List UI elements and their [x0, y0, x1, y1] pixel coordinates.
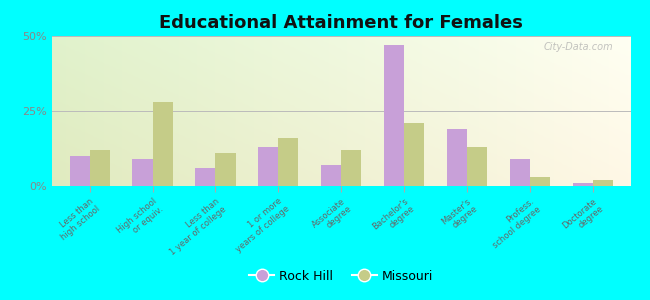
Bar	[404, 123, 424, 186]
Legend: Rock Hill, Missouri: Rock Hill, Missouri	[244, 265, 438, 288]
Bar	[258, 147, 278, 186]
Bar	[70, 156, 90, 186]
Bar	[196, 168, 216, 186]
Bar	[467, 147, 487, 186]
Bar	[133, 159, 153, 186]
Bar	[510, 159, 530, 186]
Bar	[216, 153, 235, 186]
Bar	[321, 165, 341, 186]
Bar	[384, 45, 404, 186]
Bar	[530, 177, 550, 186]
Bar	[278, 138, 298, 186]
Bar	[447, 129, 467, 186]
Bar	[153, 102, 173, 186]
Bar	[90, 150, 110, 186]
Title: Educational Attainment for Females: Educational Attainment for Females	[159, 14, 523, 32]
Bar	[341, 150, 361, 186]
Bar	[593, 180, 613, 186]
Bar	[573, 183, 593, 186]
Text: City-Data.com: City-Data.com	[543, 42, 613, 52]
